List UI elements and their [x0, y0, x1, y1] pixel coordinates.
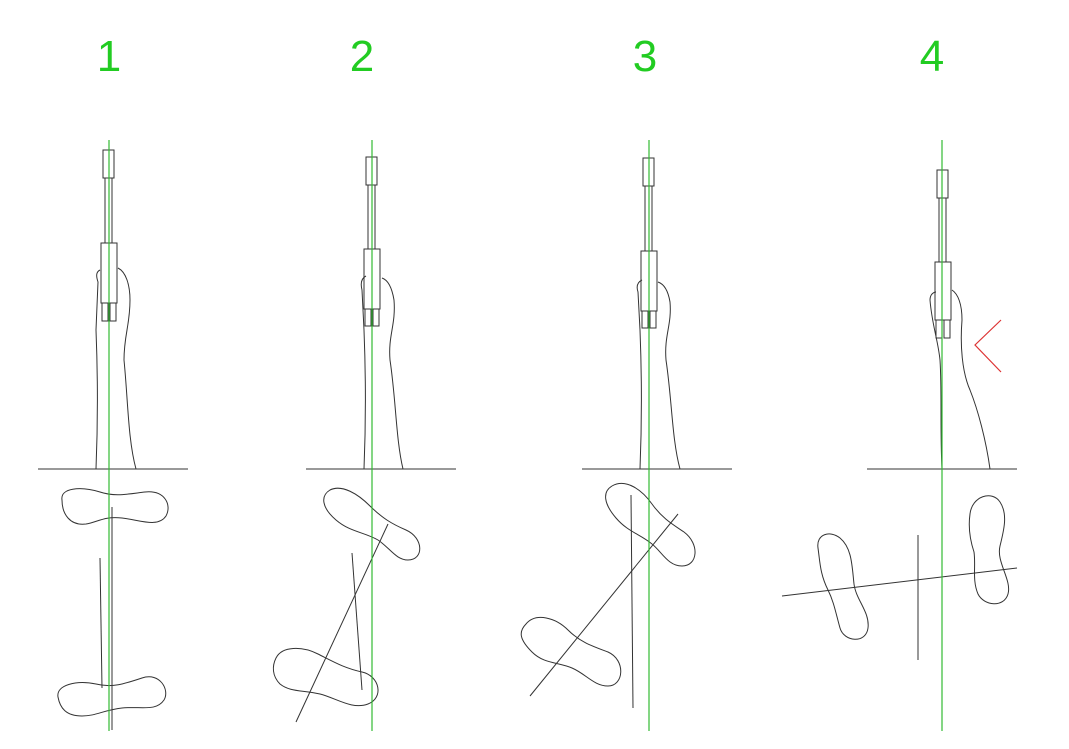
back-foot [817, 533, 869, 640]
foot-reference-line [99, 557, 103, 689]
panel-3 [520, 140, 732, 731]
arm-outline-left [929, 291, 943, 470]
panel-4 [781, 140, 1018, 731]
arm-outline-right [381, 277, 404, 470]
club-handle [934, 261, 952, 321]
back-foot [520, 616, 622, 687]
foot-reference-line [351, 552, 363, 691]
back-foot [272, 648, 379, 707]
club-tip-left [935, 319, 943, 339]
panel-1 [38, 140, 188, 731]
panel-2 [272, 140, 456, 731]
arm-outline-right [657, 281, 681, 470]
stance-line [295, 523, 389, 723]
club-tip-right [649, 310, 657, 329]
club-tip-left [364, 308, 372, 327]
stance-line [529, 513, 679, 697]
club-tip-right [109, 302, 117, 322]
club-tip-left [641, 310, 649, 329]
front-foot [61, 488, 169, 525]
arm-outline-right [951, 289, 991, 470]
foot-reference-line [630, 494, 634, 709]
front-foot [605, 482, 696, 567]
arm-outline-right [117, 267, 137, 470]
panel-3-number: 3 [632, 32, 658, 81]
club-tip-left [101, 302, 109, 322]
club-tip-right [372, 308, 380, 327]
club-tip-right [943, 319, 951, 339]
panel-2-number: 2 [349, 32, 375, 81]
arm-outline-left [636, 279, 643, 470]
stance-line [781, 567, 1018, 597]
front-foot [968, 495, 1010, 605]
panel-4-number: 4 [919, 32, 945, 81]
red-angle-marker [974, 319, 1002, 373]
arm-outline-left [95, 269, 101, 470]
arm-outline-left [360, 275, 367, 470]
panel-1-number: 1 [96, 32, 122, 81]
